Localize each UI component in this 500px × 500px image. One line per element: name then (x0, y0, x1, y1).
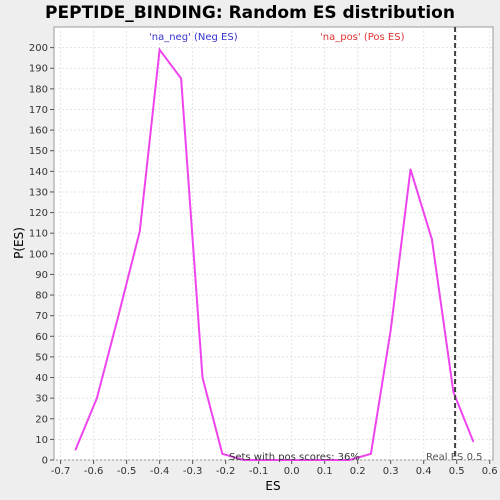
data-point (452, 391, 455, 393)
x-tick-label: 0.2 (350, 466, 366, 477)
data-point (201, 376, 204, 379)
y-tick-label: 140 (29, 167, 48, 178)
y-tick-label: 200 (29, 43, 48, 54)
data-point (242, 459, 245, 461)
real-es-label: Real ES 0.5 (426, 452, 482, 463)
y-tick-label: 10 (35, 435, 48, 446)
y-axis-label: P(ES) (12, 227, 26, 259)
data-point (180, 77, 182, 80)
grid-lines (54, 27, 493, 461)
x-tick-label: -0.1 (249, 466, 269, 477)
data-point (431, 238, 433, 241)
pos-es-label: 'na_pos' (Pos ES) (320, 32, 405, 43)
x-tick-label: 0.4 (416, 466, 432, 477)
neg-es-label: 'na_neg' (Neg ES) (149, 32, 238, 43)
x-tick-label: -0.3 (183, 466, 203, 477)
data-point (389, 329, 392, 331)
data-point (307, 459, 309, 461)
data-point (348, 459, 351, 461)
series-points (74, 48, 474, 461)
x-tick-label: 0.3 (383, 466, 399, 477)
data-point (327, 459, 329, 461)
y-tick-label: 150 (29, 146, 48, 157)
y-tick-label: 130 (29, 187, 48, 198)
y-tick-label: 190 (29, 64, 48, 75)
y-axis: 0 10 20 30 40 50 60 70 80 90 100 110 120 130 140 150 160… (29, 43, 54, 467)
y-tick-label: 160 (29, 126, 48, 137)
data-point (74, 448, 77, 451)
data-point (117, 314, 120, 317)
y-tick-label: 90 (35, 270, 48, 281)
y-tick-label: 80 (35, 291, 48, 302)
x-tick-label: -0.4 (150, 466, 170, 477)
x-tick-label: 0.5 (449, 466, 465, 477)
data-point (96, 397, 98, 399)
y-tick-label: 70 (35, 311, 48, 322)
data-point (139, 230, 141, 232)
y-tick-label: 30 (35, 394, 48, 405)
y-tick-label: 50 (35, 352, 48, 363)
y-tick-label: 40 (35, 373, 48, 384)
y-tick-label: 180 (29, 84, 48, 95)
data-point (472, 440, 474, 443)
y-tick-label: 100 (29, 249, 48, 260)
data-point (264, 459, 267, 461)
plot-area (53, 26, 494, 461)
data-point (285, 459, 288, 461)
y-tick-label: 0 (42, 456, 48, 467)
x-tick-label: 0.0 (284, 466, 300, 477)
x-axis: -0.7 -0.6 -0.5 -0.4 -0.3 -0.2 -0.1 0.0 0.1 0.2 0.3… (51, 460, 498, 477)
x-tick-label: -0.7 (51, 466, 71, 477)
x-tick-label: 0.1 (317, 466, 333, 477)
y-tick-label: 60 (35, 332, 48, 343)
data-point (221, 453, 224, 455)
x-tick-label: 0.6 (482, 466, 498, 477)
x-tick-label: -0.6 (84, 466, 104, 477)
sets-pos-scores-label: Sets with pos scores: 36% (229, 452, 360, 463)
y-tick-label: 110 (29, 229, 48, 240)
data-point (370, 453, 372, 455)
data-point (158, 48, 161, 51)
chart-title: PEPTIDE_BINDING: Random ES distribution (45, 3, 455, 23)
y-tick-label: 120 (29, 208, 48, 219)
x-tick-label: -0.5 (117, 466, 137, 477)
data-point (409, 168, 412, 171)
y-tick-label: 170 (29, 105, 48, 116)
y-tick-label: 20 (35, 414, 48, 425)
x-tick-label: -0.2 (216, 466, 236, 477)
series-line (74, 47, 475, 461)
x-axis-label: ES (265, 479, 280, 493)
